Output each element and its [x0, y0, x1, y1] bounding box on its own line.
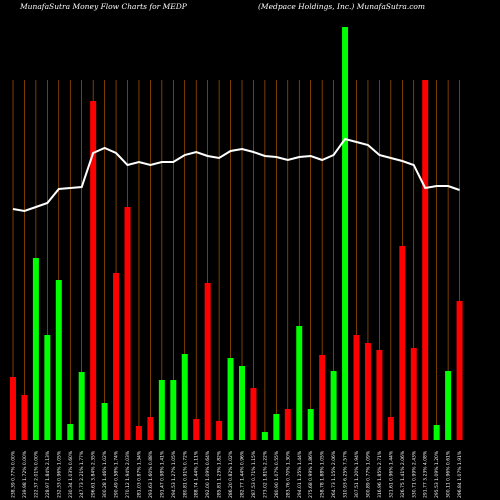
bar	[90, 101, 97, 440]
bar	[273, 414, 280, 440]
bar	[399, 246, 406, 440]
x-tick-label: 286.20 0.82% 1.02%	[228, 450, 234, 498]
x-tick-label: 280.90 1.07% 0.55%	[274, 450, 280, 498]
x-tick-label: 293.63 1.60% 0.88%	[148, 450, 154, 498]
x-tick-label: 307.51 1.20% 1.94%	[354, 450, 360, 498]
x-tick-label: 292.00 1.09% 0.64%	[205, 450, 211, 498]
x-tick-label: 294.53 1.27% 1.05%	[171, 450, 177, 498]
chart-subtitle: (Medpace Holdings, Inc.) MunafaSutra.com	[258, 2, 425, 11]
bar	[250, 388, 257, 440]
bar	[32, 258, 39, 440]
x-tick-label: 291.77 3.23% 4.08%	[423, 450, 429, 498]
bar	[216, 421, 223, 440]
bar	[21, 395, 28, 440]
bar	[410, 348, 417, 440]
bar	[135, 426, 142, 440]
bar	[158, 380, 165, 440]
x-tick-label: 291.47 0.98% 1.41%	[159, 450, 165, 498]
x-tick-label: 283.76 0.70% 1.30%	[285, 450, 291, 498]
bar	[307, 409, 314, 440]
bar	[330, 371, 337, 440]
bar	[78, 372, 85, 440]
x-tick-label: 296.84 1.07% 1.91%	[457, 450, 463, 498]
bar	[456, 301, 463, 440]
x-tick-label: 228.97 1.84% 2.13%	[45, 450, 51, 498]
x-tick-label: 222.37 2.01% 0.00%	[33, 450, 39, 498]
bar	[296, 326, 303, 440]
x-tick-label: 326.75 1.41% 2.06%	[400, 450, 406, 498]
bar	[284, 409, 291, 440]
bar	[10, 377, 16, 440]
bar	[101, 403, 108, 440]
x-tick-label: 230.34 1.03% 0.60%	[68, 450, 74, 498]
bar	[261, 432, 268, 440]
bar	[319, 355, 326, 440]
x-tick-label: 258.78 1.88% 1.05%	[320, 450, 326, 498]
x-tick-label: 282.77 1.44% 0.96%	[240, 450, 246, 498]
x-tick-label: 287.53 0.71% 1.15%	[251, 450, 257, 498]
x-tick-label: 296.61 3.84% 2.35%	[91, 450, 97, 498]
bar	[376, 350, 383, 440]
x-tick-label: 310.93 6.25% 7.57%	[343, 450, 349, 498]
x-tick-label: 281.03 0.87% 1.34%	[136, 450, 142, 498]
bar	[170, 380, 177, 440]
x-tick-label: 247.73 2.21% 1.77%	[79, 450, 85, 498]
bar	[181, 354, 188, 440]
bar	[204, 283, 211, 440]
x-tick-label: 285.81 1.23% 1.82%	[217, 450, 223, 498]
bar	[445, 371, 452, 440]
x-tick-label: 270.12 1.94% 2.03%	[125, 450, 131, 498]
bar	[353, 335, 360, 440]
chart-title: MunafaSutra Money Flow Charts for MEDP	[19, 2, 188, 11]
bar	[342, 27, 349, 440]
x-tick-label: 294.01 1.25% 1.44%	[297, 450, 303, 498]
bar	[55, 280, 62, 440]
bar	[364, 343, 371, 440]
bar	[44, 335, 51, 440]
x-tick-label: 273.02 1.81% 2.22%	[262, 450, 268, 498]
bar	[147, 417, 154, 440]
x-tick-label: 316.96 1.85% 2.71%	[377, 450, 383, 498]
x-tick-label: 295.53 1.09% 1.20%	[434, 450, 440, 498]
x-tick-label: 290.49 0.58% 1.74%	[114, 450, 120, 498]
x-tick-label: 300.89 0.77% 1.09%	[365, 450, 371, 498]
bar	[433, 425, 440, 440]
x-tick-label: 330.71 0.99% 2.43%	[411, 450, 417, 498]
bar	[227, 358, 234, 440]
x-tick-label: 239.98 1.72% 0.00%	[22, 450, 28, 498]
price-line	[12, 137, 460, 213]
x-tick-label: 300.11 0.96% 0.61%	[446, 450, 452, 498]
x-tick-label: 321.61 0.96% 1.44%	[388, 450, 394, 498]
x-tick-label: 275.68 0.99% 1.86%	[308, 450, 314, 498]
bar	[113, 273, 120, 440]
x-tick-label: 264.73 1.15% 2.06%	[331, 450, 337, 498]
x-tick-label: 288.74 1.44% 1.11%	[194, 450, 200, 498]
bar	[239, 366, 245, 440]
x-tick-label: 280.81 0.91% 0.72%	[182, 450, 188, 498]
x-tick-label: 232.33 0.96% 1.05%	[56, 450, 62, 498]
x-tick-label: 238.39 0.77% 0.00%	[11, 450, 17, 498]
bar	[422, 80, 429, 440]
bar	[124, 207, 131, 440]
bar	[193, 419, 200, 440]
x-tick-label: 300.28 1.46% 1.02%	[102, 450, 108, 498]
bar	[67, 424, 74, 440]
bar	[387, 417, 394, 440]
